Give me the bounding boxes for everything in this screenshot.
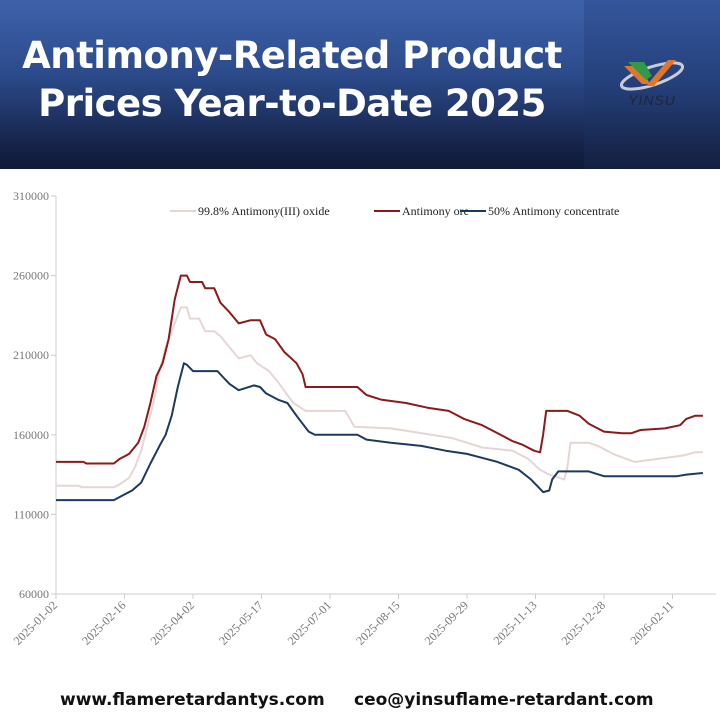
logo-panel: YINSU bbox=[584, 0, 720, 169]
x-tick-label: 2025-07-01 bbox=[285, 598, 334, 647]
email-link[interactable]: ceo@yinsuflame-retardant.com bbox=[354, 690, 654, 710]
x-tick-label: 2025-04-02 bbox=[148, 598, 197, 647]
x-tick-label: 2025-02-16 bbox=[79, 598, 128, 647]
x-tick-label: 2025-11-13 bbox=[490, 598, 539, 647]
footer: www.flameretardantys.com ceo@yinsuflame-… bbox=[0, 690, 720, 718]
x-tick-label: 2025-05-17 bbox=[216, 598, 265, 647]
page-title: Antimony-Related Product Prices Year-to-… bbox=[0, 32, 584, 128]
logo-text: YINSU bbox=[628, 92, 676, 108]
y-tick-label: 60000 bbox=[19, 587, 49, 601]
y-tick-label: 210000 bbox=[13, 348, 49, 362]
title-line-2: Prices Year-to-Date 2025 bbox=[38, 82, 546, 125]
x-tick-label: 2025-09-29 bbox=[422, 598, 471, 647]
series-line bbox=[56, 274, 703, 465]
x-tick-label: 2025-08-15 bbox=[353, 598, 402, 647]
website-link[interactable]: www.flameretardantys.com bbox=[60, 690, 325, 710]
x-tick-label: 2025-12-28 bbox=[559, 598, 608, 647]
line-chart: 60000 110000 160000 210000 260000 310000 2025-… bbox=[11, 189, 716, 648]
y-tick-label: 110000 bbox=[13, 507, 49, 521]
legend-label: Antimony ore bbox=[402, 204, 469, 218]
header-banner: Antimony-Related Product Prices Year-to-… bbox=[0, 0, 720, 169]
y-tick-label: 260000 bbox=[13, 269, 49, 283]
legend-label: 99.8% Antimony(III) oxide bbox=[198, 204, 330, 218]
y-tick-label: 160000 bbox=[13, 428, 49, 442]
series-line bbox=[56, 306, 703, 489]
y-tick-label: 310000 bbox=[13, 189, 49, 203]
x-tick-label: 2026-02-11 bbox=[627, 598, 676, 647]
x-tick-label: 2025-01-02 bbox=[11, 598, 60, 647]
series-line bbox=[56, 362, 703, 502]
yinsu-logo-icon bbox=[619, 60, 685, 91]
legend-label: 50% Antimony concentrate bbox=[488, 204, 619, 218]
title-line-1: Antimony-Related Product bbox=[22, 34, 562, 77]
